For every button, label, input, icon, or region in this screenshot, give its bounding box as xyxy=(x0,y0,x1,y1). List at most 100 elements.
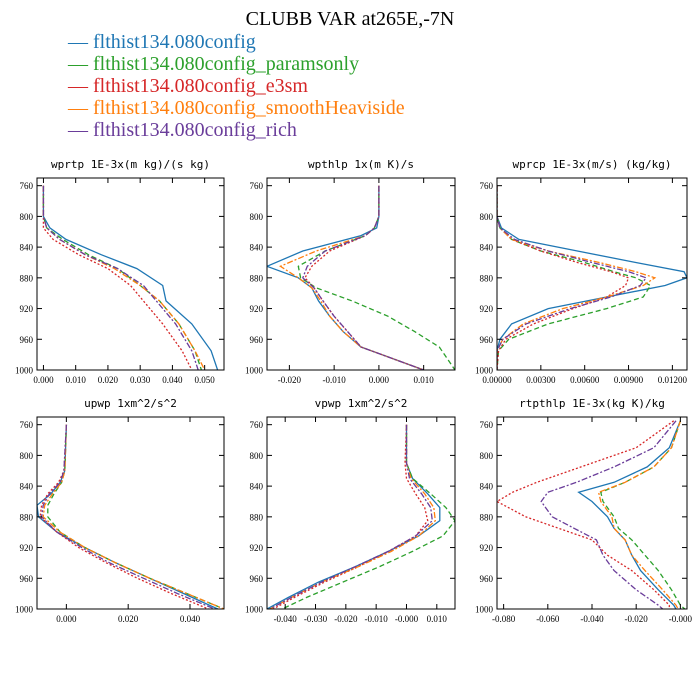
axes-frame xyxy=(496,416,688,610)
y-tick-label: 880 xyxy=(480,512,494,522)
legend-dash: — xyxy=(68,97,93,119)
y-tick-label: 920 xyxy=(480,304,494,314)
legend-label: flthist134.080config_rich xyxy=(93,119,297,141)
y-tick-label: 840 xyxy=(480,243,494,253)
y-tick-label: 760 xyxy=(20,181,34,191)
legend-item-0: — flthist134.080config xyxy=(68,31,405,53)
panel-title: vpwp 1xm^2/s^2 xyxy=(315,397,408,410)
panel-0: wprtp 1E-3x(m kg)/(s kg) 760 800 840 880 920 9… xyxy=(15,158,225,385)
legend-dash: — xyxy=(68,75,93,97)
series-line-1 xyxy=(42,185,203,370)
x-tick-label: -0.000 xyxy=(395,614,419,624)
y-tick-label: 800 xyxy=(480,451,494,461)
y-tick-label: 1000 xyxy=(475,605,494,615)
axes-frame xyxy=(496,177,688,371)
x-tick-label: 0.040 xyxy=(162,375,183,385)
panel-title: wprtp 1E-3x(m kg)/(s kg) xyxy=(51,158,210,171)
series-line-0 xyxy=(267,424,441,609)
series-line-3 xyxy=(42,185,206,370)
series-line-3 xyxy=(269,424,436,609)
figure-title: CLUBB VAR at265E,-7N xyxy=(245,8,455,30)
series-line-4 xyxy=(40,424,215,609)
y-tick-label: 1000 xyxy=(475,366,494,376)
x-tick-label: 0.040 xyxy=(180,614,201,624)
y-tick-label: 800 xyxy=(20,212,34,222)
y-tick-label: 840 xyxy=(20,482,34,492)
y-tick-label: 800 xyxy=(20,451,34,461)
legend-item-4: — flthist134.080config_rich xyxy=(68,119,405,141)
x-tick-label: -0.040 xyxy=(274,614,298,624)
legend-dash: — xyxy=(68,31,93,53)
panel-1: wpthlp 1x(m K)/s 760 800 840 880 920 960 1000 -0… xyxy=(245,158,456,385)
y-tick-label: 880 xyxy=(250,273,264,283)
x-tick-label: 0.000 xyxy=(56,614,77,624)
panel-2: wprcp 1E-3x(m/s) (kg/kg) 760 800 840 880 920 9… xyxy=(475,158,688,385)
x-tick-label: 0.00600 xyxy=(570,375,600,385)
legend-dash: — xyxy=(68,53,93,75)
x-tick-label: -0.020 xyxy=(334,614,358,624)
y-tick-label: 1000 xyxy=(245,366,264,376)
x-tick-label: 0.010 xyxy=(427,614,448,624)
legend-item-3: — flthist134.080config_smoothHeaviside xyxy=(68,97,405,119)
series-line-3 xyxy=(279,185,424,370)
y-tick-label: 920 xyxy=(250,543,264,553)
x-tick-label: 0.010 xyxy=(414,375,435,385)
legend-label: flthist134.080config xyxy=(93,31,256,53)
legend-item-2: — flthist134.080config_e3sm xyxy=(68,75,405,97)
y-tick-label: 840 xyxy=(250,243,264,253)
y-tick-label: 960 xyxy=(480,335,494,345)
y-tick-label: 960 xyxy=(480,574,494,584)
series-line-3 xyxy=(597,420,682,609)
axes-frame xyxy=(36,177,225,371)
x-tick-label: -0.000 xyxy=(669,614,693,624)
series-line-0 xyxy=(497,185,687,370)
series-line-4 xyxy=(302,185,424,370)
y-tick-label: 880 xyxy=(20,273,34,283)
x-tick-label: 0.050 xyxy=(195,375,216,385)
y-tick-label: 960 xyxy=(250,574,264,584)
y-tick-label: 1000 xyxy=(15,366,34,376)
series-line-2 xyxy=(304,185,424,370)
panel-4: vpwp 1xm^2/s^2 760 800 840 880 920 960 1000 -0.0… xyxy=(245,397,456,624)
series-line-1 xyxy=(297,185,455,370)
series-line-0 xyxy=(267,185,424,370)
x-tick-label: 0.00900 xyxy=(614,375,644,385)
legend-item-1: — flthist134.080config_paramsonly xyxy=(68,53,405,75)
series-line-1 xyxy=(47,424,224,609)
y-tick-label: 920 xyxy=(20,304,34,314)
x-tick-label: -0.010 xyxy=(365,614,389,624)
y-tick-label: 1000 xyxy=(245,605,264,615)
panel-title: wpthlp 1x(m K)/s xyxy=(308,158,414,171)
y-tick-label: 760 xyxy=(250,181,264,191)
legend: — flthist134.080config — flthist134.080c… xyxy=(68,31,405,141)
series-line-1 xyxy=(281,424,455,609)
x-tick-label: 0.010 xyxy=(66,375,87,385)
y-tick-label: 880 xyxy=(250,512,264,522)
y-tick-label: 840 xyxy=(20,243,34,253)
panel-3: upwp 1xm^2/s^2 760 800 840 880 920 960 1000 0.00… xyxy=(15,397,225,624)
x-tick-label: -0.020 xyxy=(278,375,302,385)
panel-title: upwp 1xm^2/s^2 xyxy=(84,397,177,410)
y-tick-label: 760 xyxy=(480,420,494,430)
y-tick-label: 880 xyxy=(20,512,34,522)
series-line-3 xyxy=(497,185,657,370)
x-tick-label: -0.040 xyxy=(580,614,604,624)
legend-dash: — xyxy=(68,119,93,141)
series-line-2 xyxy=(39,424,209,609)
series-line-2 xyxy=(42,185,193,370)
series-line-0 xyxy=(37,424,219,609)
series-line-1 xyxy=(600,420,686,609)
panel-title: rtpthlp 1E-3x(kg K)/kg xyxy=(519,397,665,410)
panel-title: wprcp 1E-3x(m/s) (kg/kg) xyxy=(513,158,672,171)
y-tick-label: 840 xyxy=(480,482,494,492)
x-tick-label: 0.000 xyxy=(33,375,54,385)
y-tick-label: 760 xyxy=(20,420,34,430)
y-tick-label: 920 xyxy=(480,543,494,553)
x-tick-label: 0.020 xyxy=(118,614,139,624)
x-tick-label: 0.00300 xyxy=(526,375,556,385)
axes-frame xyxy=(266,416,456,610)
x-tick-label: -0.080 xyxy=(492,614,516,624)
y-tick-label: 800 xyxy=(250,451,264,461)
y-tick-label: 760 xyxy=(250,420,264,430)
